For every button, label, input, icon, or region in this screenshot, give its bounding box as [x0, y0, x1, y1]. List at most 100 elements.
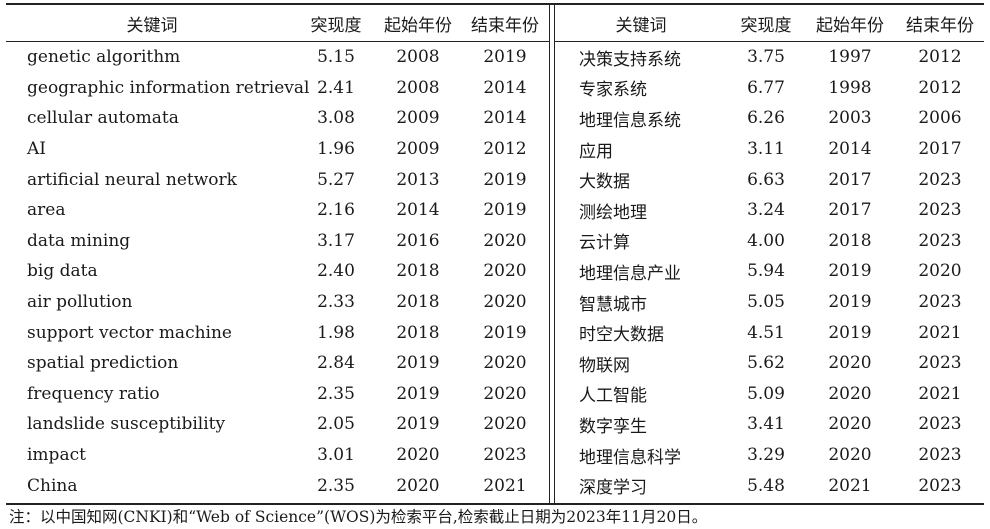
- end-year-cell: 2019: [483, 322, 527, 343]
- strength-cell: 3.41: [747, 414, 785, 435]
- keyword-cell: 测绘地理: [579, 202, 647, 223]
- start-year-cell: 2020: [828, 445, 872, 466]
- strength-cell: 3.01: [317, 445, 355, 466]
- end-year-cell: 2023: [918, 475, 962, 496]
- end-year-cell: 2019: [483, 47, 527, 68]
- table-row: geographic information retrieval 2.41 2008…: [6, 73, 549, 104]
- start-year-cell: 2020: [828, 383, 872, 404]
- start-year-cell: 2019: [828, 292, 872, 313]
- strength-cell: 2.05: [317, 414, 355, 435]
- table-row: 大数据 6.63 2017 2023: [555, 164, 984, 195]
- end-year-cell: 2023: [918, 445, 962, 466]
- keyword-cell: big data: [27, 261, 98, 282]
- keyword-cell: genetic algorithm: [27, 47, 181, 68]
- start-year-cell: 2014: [828, 139, 872, 160]
- keyword-cell: cellular automata: [27, 108, 179, 129]
- table-row: 地理信息系统 6.26 2003 2006: [555, 103, 984, 134]
- keyword-cell: 物联网: [579, 355, 630, 376]
- header-end-year: 结束年份: [906, 15, 974, 36]
- end-year-cell: 2023: [918, 169, 962, 190]
- end-year-cell: 2006: [918, 108, 962, 129]
- strength-cell: 5.94: [747, 261, 785, 282]
- start-year-cell: 2019: [396, 383, 440, 404]
- start-year-cell: 1998: [828, 77, 872, 98]
- strength-cell: 5.15: [317, 47, 355, 68]
- table-row: genetic algorithm 5.15 2008 2019: [6, 42, 549, 73]
- start-year-cell: 2016: [396, 230, 440, 251]
- end-year-cell: 2014: [483, 108, 527, 129]
- strength-cell: 4.00: [747, 230, 785, 251]
- end-year-cell: 2012: [483, 139, 527, 160]
- table-row: 智慧城市 5.05 2019 2023: [555, 287, 984, 318]
- header-start-year: 起始年份: [384, 15, 452, 36]
- end-year-cell: 2023: [483, 445, 527, 466]
- table-row: air pollution 2.33 2018 2020: [6, 287, 549, 318]
- end-year-cell: 2020: [483, 230, 527, 251]
- header-strength: 突现度: [740, 15, 792, 36]
- strength-cell: 3.24: [747, 200, 785, 221]
- start-year-cell: 2019: [828, 322, 872, 343]
- keyword-cell: air pollution: [27, 292, 133, 313]
- end-year-cell: 2020: [918, 261, 962, 282]
- table-row: support vector machine 1.98 2018 2019: [6, 317, 549, 348]
- end-year-cell: 2021: [918, 383, 962, 404]
- table-row: 专家系统 6.77 1998 2012: [555, 73, 984, 104]
- keyword-cell: frequency ratio: [27, 383, 160, 404]
- start-year-cell: 2020: [396, 475, 440, 496]
- table-row: 深度学习 5.48 2021 2023: [555, 470, 984, 501]
- table-row: 云计算 4.00 2018 2023: [555, 226, 984, 257]
- end-year-cell: 2019: [483, 200, 527, 221]
- table-row: artificial neural network 5.27 2013 2019: [6, 164, 549, 195]
- table-right-half: 关键词 突现度 起始年份 结束年份 决策支持系统 3.75 1997 2012 专家系统…: [555, 5, 984, 503]
- keyword-cell: AI: [27, 139, 46, 160]
- start-year-cell: 2008: [396, 77, 440, 98]
- strength-cell: 2.35: [317, 475, 355, 496]
- header-strength: 突现度: [310, 15, 362, 36]
- start-year-cell: 2017: [828, 200, 872, 221]
- keyword-cell: 大数据: [579, 172, 630, 193]
- strength-cell: 1.96: [317, 139, 355, 160]
- strength-cell: 6.63: [747, 169, 785, 190]
- start-year-cell: 2021: [828, 475, 872, 496]
- start-year-cell: 2018: [828, 230, 872, 251]
- end-year-cell: 2023: [918, 414, 962, 435]
- table-body-right: 决策支持系统 3.75 1997 2012 专家系统 6.77 1998 2012 地理信息系统…: [555, 42, 984, 501]
- table-row: area 2.16 2014 2019: [6, 195, 549, 226]
- keyword-cell: 应用: [579, 141, 613, 162]
- keyword-cell: 数字孪生: [579, 416, 647, 437]
- strength-cell: 4.51: [747, 322, 785, 343]
- strength-cell: 2.40: [317, 261, 355, 282]
- keyword-cell: 深度学习: [579, 478, 647, 499]
- keyword-cell: 地理信息科学: [579, 447, 681, 468]
- keyword-cell: 专家系统: [579, 80, 647, 101]
- keyword-cell: spatial prediction: [27, 353, 179, 374]
- header-start-year: 起始年份: [816, 15, 884, 36]
- keyword-cell: geographic information retrieval: [27, 77, 310, 98]
- end-year-cell: 2020: [483, 353, 527, 374]
- strength-cell: 5.62: [747, 353, 785, 374]
- end-year-cell: 2023: [918, 230, 962, 251]
- table-body-left: genetic algorithm 5.15 2008 2019 geographic …: [6, 42, 549, 501]
- strength-cell: 3.17: [317, 230, 355, 251]
- keyword-cell: 地理信息系统: [579, 110, 681, 131]
- end-year-cell: 2012: [918, 77, 962, 98]
- keyword-cell: 决策支持系统: [579, 49, 681, 70]
- table-row: 决策支持系统 3.75 1997 2012: [555, 42, 984, 73]
- start-year-cell: 1997: [828, 47, 872, 68]
- start-year-cell: 2020: [396, 445, 440, 466]
- table-left-half: 关键词 突现度 起始年份 结束年份 genetic algorithm 5.15 2…: [6, 5, 549, 503]
- end-year-cell: 2020: [483, 261, 527, 282]
- table-row: 数字孪生 3.41 2020 2023: [555, 409, 984, 440]
- keyword-cell: 时空大数据: [579, 325, 664, 346]
- table-row: 地理信息科学 3.29 2020 2023: [555, 440, 984, 471]
- table-row: data mining 3.17 2016 2020: [6, 226, 549, 257]
- strength-cell: 5.05: [747, 292, 785, 313]
- strength-cell: 2.16: [317, 200, 355, 221]
- keyword-cell: impact: [27, 445, 86, 466]
- start-year-cell: 2017: [828, 169, 872, 190]
- start-year-cell: 2009: [396, 108, 440, 129]
- table-note: 注：以中国知网(CNKI)和“Web of Science”(WOS)为检索平台…: [9, 508, 708, 526]
- end-year-cell: 2020: [483, 383, 527, 404]
- table-row: China 2.35 2020 2021: [6, 470, 549, 501]
- table-row: 物联网 5.62 2020 2023: [555, 348, 984, 379]
